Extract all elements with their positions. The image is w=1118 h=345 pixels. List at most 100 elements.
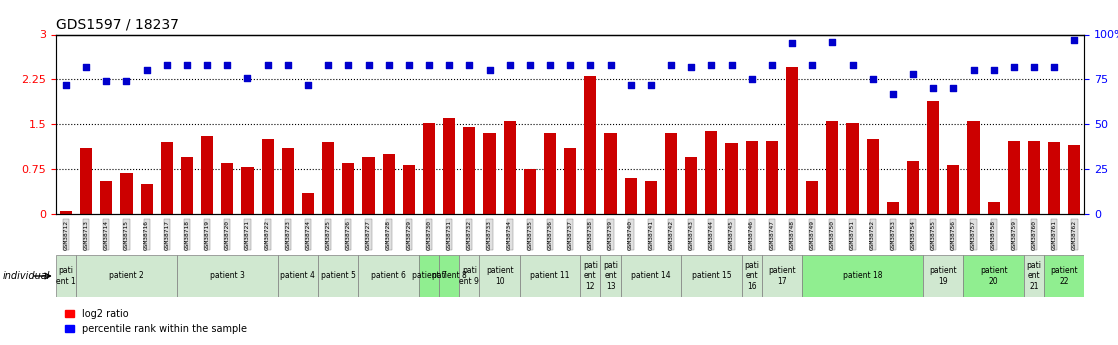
Text: patient
20: patient 20 <box>979 266 1007 286</box>
Bar <box>766 141 778 214</box>
FancyBboxPatch shape <box>419 255 439 297</box>
FancyBboxPatch shape <box>802 255 923 297</box>
Bar <box>262 139 274 214</box>
Text: GSM38758: GSM38758 <box>992 220 996 249</box>
Bar <box>806 181 818 214</box>
Point <box>884 91 902 97</box>
Text: GSM38714: GSM38714 <box>104 220 108 249</box>
Point <box>682 64 700 70</box>
Bar <box>221 163 234 214</box>
Text: patient 6: patient 6 <box>371 272 406 280</box>
Bar <box>645 181 657 214</box>
Bar <box>80 148 92 214</box>
Bar <box>846 123 859 214</box>
Bar <box>544 133 556 214</box>
Point <box>400 62 418 68</box>
FancyBboxPatch shape <box>964 255 1024 297</box>
Point <box>57 82 75 88</box>
Bar <box>60 211 72 214</box>
Point <box>702 62 720 68</box>
Point <box>278 62 296 68</box>
Text: patient 8: patient 8 <box>432 272 466 280</box>
Text: pati
ent 1: pati ent 1 <box>56 266 76 286</box>
Text: pati
ent
21: pati ent 21 <box>1026 261 1042 291</box>
Point <box>722 62 740 68</box>
Text: GSM38729: GSM38729 <box>406 220 411 249</box>
Bar <box>947 165 959 214</box>
Text: GSM38742: GSM38742 <box>669 220 673 249</box>
Text: GSM38743: GSM38743 <box>689 220 693 249</box>
Text: patient 15: patient 15 <box>692 272 731 280</box>
Text: patient
10: patient 10 <box>486 266 513 286</box>
Bar <box>1069 145 1080 214</box>
Point <box>1065 37 1083 43</box>
Text: GSM38757: GSM38757 <box>972 220 976 249</box>
Bar <box>362 157 375 214</box>
Text: patient
22: patient 22 <box>1051 266 1078 286</box>
Point <box>77 64 95 70</box>
Point <box>662 62 680 68</box>
Bar <box>483 133 495 214</box>
FancyBboxPatch shape <box>439 255 459 297</box>
Text: GSM38732: GSM38732 <box>467 220 472 249</box>
Bar <box>967 121 979 214</box>
Point <box>541 62 559 68</box>
Bar <box>382 154 395 214</box>
Point <box>380 62 398 68</box>
Text: GSM38715: GSM38715 <box>124 220 129 249</box>
Point <box>360 62 378 68</box>
Point <box>481 68 499 73</box>
Bar <box>201 136 214 214</box>
FancyBboxPatch shape <box>56 255 76 297</box>
Point <box>642 82 660 88</box>
Bar <box>402 165 415 214</box>
Point <box>1045 64 1063 70</box>
Text: patient
19: patient 19 <box>929 266 957 286</box>
Point <box>864 77 882 82</box>
Text: GSM38718: GSM38718 <box>184 220 189 249</box>
Bar <box>866 139 879 214</box>
Text: GSM38756: GSM38756 <box>951 220 956 249</box>
Text: GSM38739: GSM38739 <box>608 220 613 249</box>
Text: GDS1597 / 18237: GDS1597 / 18237 <box>56 18 179 32</box>
FancyBboxPatch shape <box>277 255 319 297</box>
Text: GSM38745: GSM38745 <box>729 220 735 249</box>
Point <box>299 82 316 88</box>
Bar <box>927 101 939 214</box>
Text: pati
ent
12: pati ent 12 <box>582 261 598 291</box>
Text: GSM38740: GSM38740 <box>628 220 633 249</box>
Text: patient 14: patient 14 <box>631 272 671 280</box>
FancyBboxPatch shape <box>520 255 580 297</box>
Bar <box>342 163 354 214</box>
Text: GSM38728: GSM38728 <box>386 220 391 249</box>
Text: GSM38754: GSM38754 <box>910 220 916 249</box>
Bar <box>726 143 738 214</box>
Point <box>501 62 519 68</box>
Point <box>340 62 358 68</box>
Text: pati
ent 9: pati ent 9 <box>459 266 480 286</box>
Bar <box>302 193 314 214</box>
Bar <box>1027 141 1040 214</box>
Point <box>945 86 963 91</box>
Bar <box>101 181 113 214</box>
FancyBboxPatch shape <box>319 255 359 297</box>
Point <box>420 62 438 68</box>
Text: patient 3: patient 3 <box>210 272 245 280</box>
Point <box>622 82 639 88</box>
Bar <box>241 167 254 214</box>
FancyBboxPatch shape <box>600 255 620 297</box>
Point <box>218 62 236 68</box>
Text: pati
ent
13: pati ent 13 <box>603 261 618 291</box>
Text: GSM38755: GSM38755 <box>930 220 936 249</box>
Text: GSM38725: GSM38725 <box>325 220 331 249</box>
Text: GSM38735: GSM38735 <box>528 220 532 249</box>
Text: GSM38746: GSM38746 <box>749 220 755 249</box>
FancyBboxPatch shape <box>923 255 964 297</box>
Text: patient 5: patient 5 <box>321 272 356 280</box>
Text: GSM38753: GSM38753 <box>890 220 896 249</box>
Legend: log2 ratio, percentile rank within the sample: log2 ratio, percentile rank within the s… <box>60 305 252 338</box>
Text: GSM38734: GSM38734 <box>508 220 512 249</box>
Bar <box>443 118 455 214</box>
Text: GSM38716: GSM38716 <box>144 220 149 249</box>
Point <box>461 62 479 68</box>
